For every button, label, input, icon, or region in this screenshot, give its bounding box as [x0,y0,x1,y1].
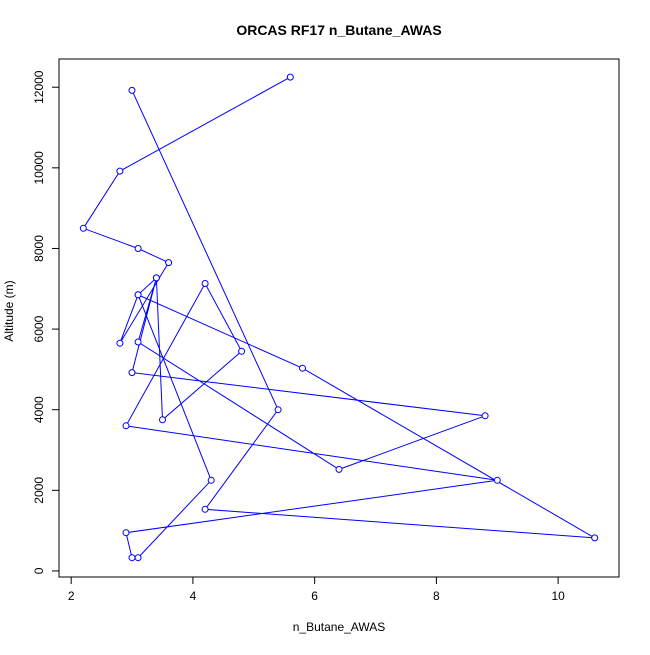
data-point [134,245,142,252]
data-point [122,422,130,430]
y-tick-label: 8000 [32,235,46,262]
x-tick-label: 6 [311,589,318,603]
data-point [165,259,173,267]
data-point [128,554,136,562]
data-point [79,224,87,232]
x-tick-label: 10 [551,589,565,603]
data-point [286,73,294,81]
data-point [134,338,142,346]
data-point [207,476,215,484]
data-point [481,412,489,420]
data-point [299,364,306,372]
data-point [201,505,209,513]
y-tick-label: 10000 [32,151,46,185]
x-tick-label: 4 [190,589,197,603]
series-layer [79,73,599,562]
data-point [122,529,130,537]
y-axis: 0 2000 4000 6000 8000 10000 12000 [32,70,60,574]
y-axis-label: Altitude (m) [2,280,16,341]
data-point [116,167,124,175]
data-point [128,369,136,377]
x-axis: 2 4 6 8 10 [68,576,565,603]
y-tick-label: 6000 [32,315,46,342]
x-tick-label: 8 [433,589,440,603]
data-point [134,554,142,562]
data-point [152,274,160,282]
y-tick-label: 0 [32,567,46,574]
series-line [82,76,595,559]
x-tick-label: 2 [68,589,75,603]
x-axis-label: n_Butane_AWAS [293,620,386,634]
data-point [128,86,136,94]
data-point [493,476,501,484]
data-point [159,416,166,424]
data-point [116,339,124,347]
data-point [134,291,142,299]
y-tick-label: 2000 [32,477,46,504]
data-point [591,534,599,542]
data-point [238,347,246,355]
chart-title: ORCAS RF17 n_Butane_AWAS [236,22,441,38]
y-tick-label: 4000 [32,396,46,423]
data-point [201,280,209,287]
data-point [274,406,282,414]
y-tick-label: 12000 [32,70,46,104]
data-point [335,465,343,473]
